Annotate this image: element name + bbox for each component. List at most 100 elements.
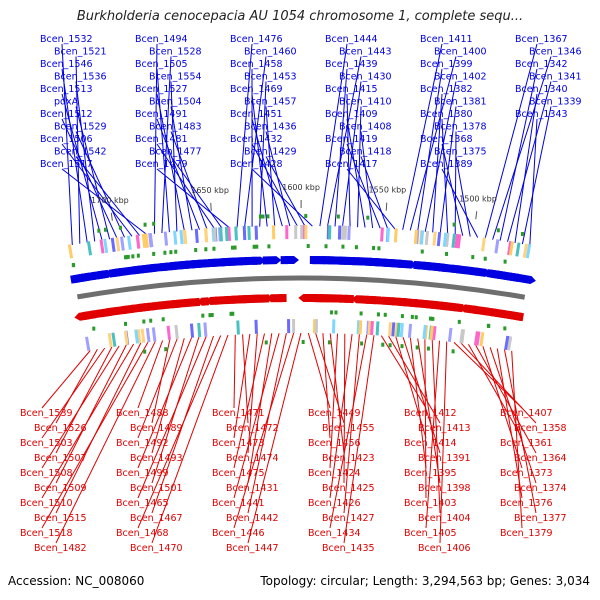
callout-line: [75, 81, 96, 242]
gene-label: Bcen_1447: [226, 543, 279, 554]
feature-block: [107, 333, 113, 348]
gene-label: Bcen_1509: [34, 483, 87, 494]
feature-block: [508, 241, 514, 256]
gene-label: Bcen_1405: [404, 528, 457, 539]
feature-block: [224, 226, 229, 242]
gene-label: Bcen_1529: [54, 122, 107, 133]
feature-block: [271, 225, 276, 240]
feature-block: [479, 331, 485, 347]
callout-line: [251, 118, 283, 227]
marker-dot: [174, 249, 178, 254]
gene-label: Bcen_1346: [529, 47, 582, 58]
gene-label: Bcen_1414: [404, 438, 457, 449]
marker-dot: [445, 251, 449, 256]
gene-label: Bcen_1368: [420, 134, 473, 145]
gene-label: Bcen_1377: [514, 513, 567, 524]
feature-block: [189, 323, 195, 338]
gene-label: Bcen_1398: [418, 483, 471, 494]
callout-line: [329, 334, 368, 529]
feature-block: [110, 237, 116, 252]
gene-label: Bcen_1469: [230, 84, 283, 95]
gene-label: Bcen_1501: [130, 483, 183, 494]
gene-label: Bcen_1343: [515, 109, 568, 120]
feature-block: [422, 324, 427, 340]
callout-line: [329, 334, 353, 499]
feature-block: [358, 320, 363, 335]
forward-gene-arrow: [396, 259, 417, 269]
gene-label: Bcen_1400: [434, 47, 487, 58]
feature-block: [522, 243, 529, 258]
gene-label: Bcen_1467: [130, 513, 183, 524]
feature-block: [287, 319, 291, 334]
marker-dot: [255, 244, 259, 249]
reverse-gene-arrow: [511, 312, 524, 322]
callout-line: [454, 131, 457, 235]
feature-block: [174, 324, 179, 340]
gene-label: Bcen_1510: [20, 498, 73, 509]
marker-dot: [126, 254, 130, 259]
scale-tick-label: 1600 kbp: [282, 183, 320, 192]
callout-line: [236, 43, 253, 228]
callout-line: [388, 335, 441, 424]
gene-label: Bcen_1424: [308, 468, 361, 479]
feature-block: [451, 233, 456, 248]
marker-dot: [230, 245, 234, 250]
feature-block: [67, 244, 74, 259]
reverse-gene-arrow: [256, 294, 270, 303]
callout-line: [170, 81, 178, 232]
callout-line: [514, 93, 538, 243]
marker-dot: [428, 316, 432, 321]
marker-dot: [400, 314, 404, 319]
gene-label: Bcen_1431: [226, 483, 279, 494]
marker-dot: [354, 245, 358, 250]
gene-label: Bcen_1380: [420, 109, 473, 120]
gene-label: Bcen_1505: [135, 59, 188, 70]
feature-block: [111, 332, 117, 347]
gene-label: Bcen_1341: [529, 72, 582, 83]
feature-block: [145, 327, 151, 343]
reverse-gene-arrow: [273, 294, 287, 303]
callout-line: [521, 106, 552, 245]
callout-line: [431, 339, 441, 514]
marker-dot: [388, 343, 392, 348]
scale-tick-label: 1500 kbp: [459, 194, 497, 203]
callout-line: [417, 338, 441, 484]
marker-dot: [415, 345, 419, 350]
feature-block: [173, 230, 178, 245]
callout-line: [322, 333, 331, 439]
gene-label: Bcen_1470: [130, 543, 183, 554]
gene-label: Bcen_1513: [40, 84, 93, 95]
feature-block: [148, 232, 154, 248]
reverse-gene-arrow: [365, 295, 382, 305]
gene-label: Bcen_1361: [500, 438, 553, 449]
callout-line: [489, 347, 537, 484]
gene-label: Bcen_1536: [54, 72, 107, 83]
feature-block: [432, 231, 437, 246]
feature-block: [103, 238, 109, 254]
forward-gene-arrow: [251, 256, 266, 265]
callout-line: [329, 333, 345, 454]
gene-label: Bcen_1488: [116, 408, 169, 419]
marker-dot: [503, 326, 507, 331]
callout-line: [137, 335, 222, 529]
gene-label: Bcen_1542: [54, 147, 107, 158]
callout-line: [233, 333, 280, 499]
callout-line: [251, 143, 298, 227]
marker-dot: [360, 341, 364, 346]
gene-label: Bcen_1376: [500, 498, 553, 509]
marker-dot: [400, 344, 404, 349]
feature-block: [375, 321, 380, 336]
feature-block: [396, 322, 401, 337]
gene-label: Bcen_1499: [116, 468, 169, 479]
marker-dot: [104, 227, 108, 232]
feature-block: [386, 227, 391, 242]
marker-dot: [143, 222, 147, 227]
marker-dot: [306, 244, 310, 249]
gene-label: Bcen_1418: [339, 147, 392, 158]
forward-gene-arrow: [515, 273, 536, 285]
gene-label: Bcen_1475: [212, 468, 265, 479]
marker-dot: [334, 310, 338, 315]
marker-dot: [152, 251, 156, 256]
reverse-gene-arrow: [196, 297, 209, 306]
